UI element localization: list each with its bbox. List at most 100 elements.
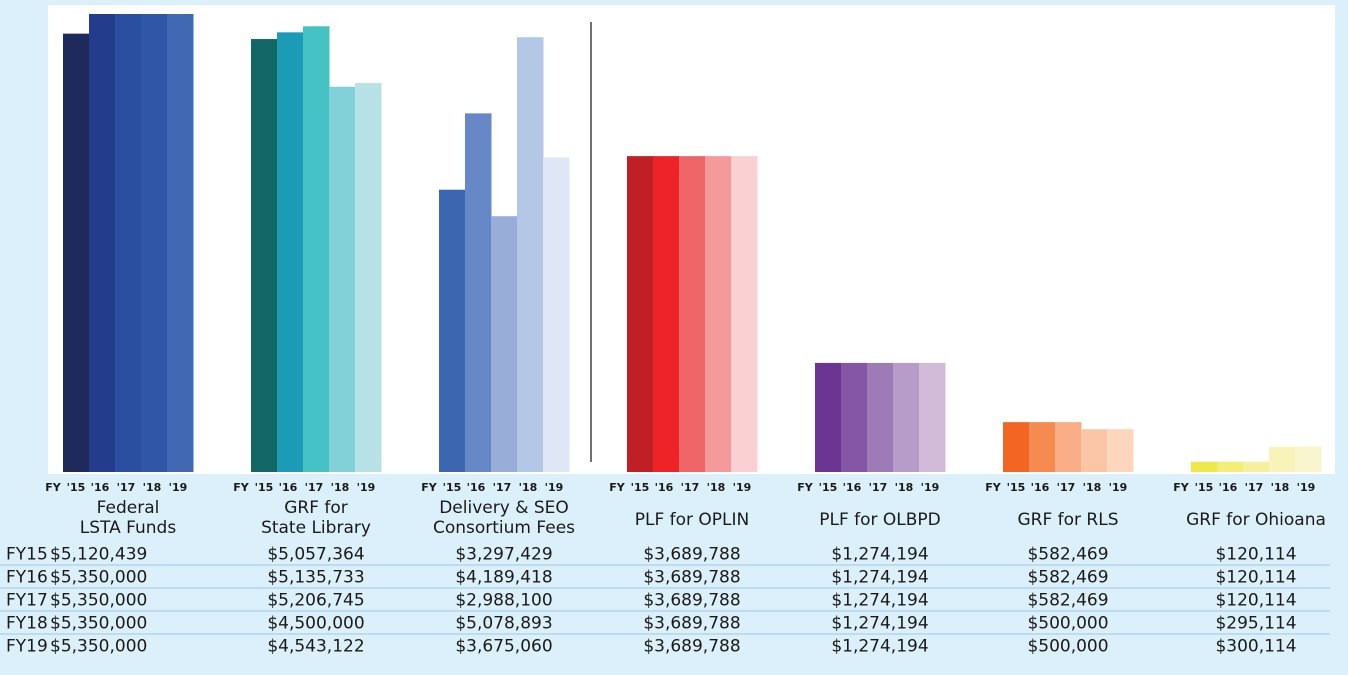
- table-cell: $1,274,194: [831, 568, 928, 588]
- table-cell: $5,078,893: [455, 614, 552, 634]
- bar: [303, 26, 330, 472]
- table-cell: $3,689,788: [643, 591, 740, 611]
- group-tick-label: '17: [493, 481, 512, 494]
- bar: [867, 362, 894, 472]
- table-cell: $582,469: [1027, 545, 1108, 565]
- group-tick-label: '18: [1083, 481, 1102, 494]
- table-cell: $1,274,194: [831, 637, 928, 657]
- group-tick-label: '19: [1109, 481, 1128, 494]
- category-label: PLF for OLBPD: [819, 510, 941, 530]
- group-tick-label: '16: [843, 481, 862, 494]
- bar: [1269, 446, 1296, 472]
- group-tick-label: FY: [45, 481, 62, 494]
- group-tick-label: '16: [91, 481, 110, 494]
- group-tick-label: '19: [921, 481, 940, 494]
- group-tick-label: '15: [819, 481, 838, 494]
- bar: [1217, 461, 1244, 472]
- bar: [627, 156, 654, 472]
- group-tick-label: '18: [895, 481, 914, 494]
- table-cell: $1,274,194: [831, 545, 928, 565]
- bar: [89, 14, 116, 472]
- bar: [893, 362, 920, 472]
- bar: [679, 156, 706, 472]
- category-label: GRF for RLS: [1017, 510, 1118, 530]
- bar: [1191, 461, 1218, 472]
- group-tick-label: '15: [1195, 481, 1214, 494]
- table-cell: $4,543,122: [267, 637, 364, 657]
- group-tick-label: '18: [143, 481, 162, 494]
- bar: [115, 14, 142, 472]
- group-tick-label: '17: [681, 481, 700, 494]
- bar: [1243, 461, 1270, 472]
- table-cell: $5,057,364: [267, 545, 364, 565]
- group-tick-label: FY: [985, 481, 1002, 494]
- category-label: LSTA Funds: [80, 518, 177, 538]
- bar: [251, 39, 278, 473]
- table-cell: $5,350,000: [50, 637, 147, 657]
- table-cell: $582,469: [1027, 591, 1108, 611]
- bar: [731, 156, 758, 472]
- table-cell: $500,000: [1027, 614, 1108, 634]
- table-cell: $120,114: [1215, 568, 1296, 588]
- table-cell: $3,689,788: [643, 637, 740, 657]
- row-label: FY18: [6, 614, 48, 634]
- table-cell: $3,689,788: [643, 568, 740, 588]
- table-cell: $4,500,000: [267, 614, 364, 634]
- table-cell: $3,689,788: [643, 545, 740, 565]
- row-label: FY15: [6, 545, 48, 565]
- table-cell: $300,114: [1215, 637, 1296, 657]
- group-tick-label: '18: [519, 481, 538, 494]
- group-tick-label: '16: [467, 481, 486, 494]
- bar: [653, 156, 680, 472]
- group-tick-label: '17: [1057, 481, 1076, 494]
- table-cell: $3,675,060: [455, 637, 552, 657]
- row-label: FY16: [6, 568, 48, 588]
- category-label: Delivery & SEO: [439, 498, 569, 518]
- row-label: FY17: [6, 591, 48, 611]
- table-cell: $5,135,733: [267, 568, 364, 588]
- bar: [63, 33, 90, 473]
- group-tick-label: '16: [279, 481, 298, 494]
- group-tick-label: '19: [357, 481, 376, 494]
- table-cell: $3,689,788: [643, 614, 740, 634]
- bar: [919, 362, 946, 472]
- table-cell: $3,297,429: [455, 545, 552, 565]
- group-tick-label: '17: [305, 481, 324, 494]
- table-cell: $500,000: [1027, 637, 1108, 657]
- bar: [439, 189, 466, 472]
- bar: [329, 86, 356, 472]
- group-tick-label: '15: [631, 481, 650, 494]
- bar: [167, 14, 194, 472]
- table-cell: $5,350,000: [50, 591, 147, 611]
- table-cell: $1,274,194: [831, 591, 928, 611]
- group-tick-label: '16: [1031, 481, 1050, 494]
- bar: [517, 37, 544, 472]
- category-label: GRF for Ohioana: [1186, 510, 1326, 530]
- group-tick-label: FY: [421, 481, 438, 494]
- group-tick-label: FY: [1173, 481, 1190, 494]
- group-tick-label: '18: [331, 481, 350, 494]
- bar: [705, 156, 732, 472]
- group-tick-label: '17: [117, 481, 136, 494]
- bar: [141, 14, 168, 472]
- group-tick-label: '15: [443, 481, 462, 494]
- group-tick-label: '15: [67, 481, 86, 494]
- group-tick-label: FY: [797, 481, 814, 494]
- table-cell: $4,189,418: [455, 568, 552, 588]
- table-cell: $582,469: [1027, 568, 1108, 588]
- table-cell: $5,120,439: [50, 545, 147, 565]
- group-tick-label: '15: [1007, 481, 1026, 494]
- bar: [1107, 429, 1134, 472]
- bar: [277, 32, 304, 472]
- table-cell: $120,114: [1215, 545, 1296, 565]
- group-tick-label: '19: [733, 481, 752, 494]
- bar: [1029, 422, 1056, 472]
- bar: [1003, 422, 1030, 472]
- category-label: GRF for: [284, 498, 348, 518]
- bar: [1055, 422, 1082, 472]
- table-cell: $295,114: [1215, 614, 1296, 634]
- group-tick-label: '18: [707, 481, 726, 494]
- group-tick-label: '15: [255, 481, 274, 494]
